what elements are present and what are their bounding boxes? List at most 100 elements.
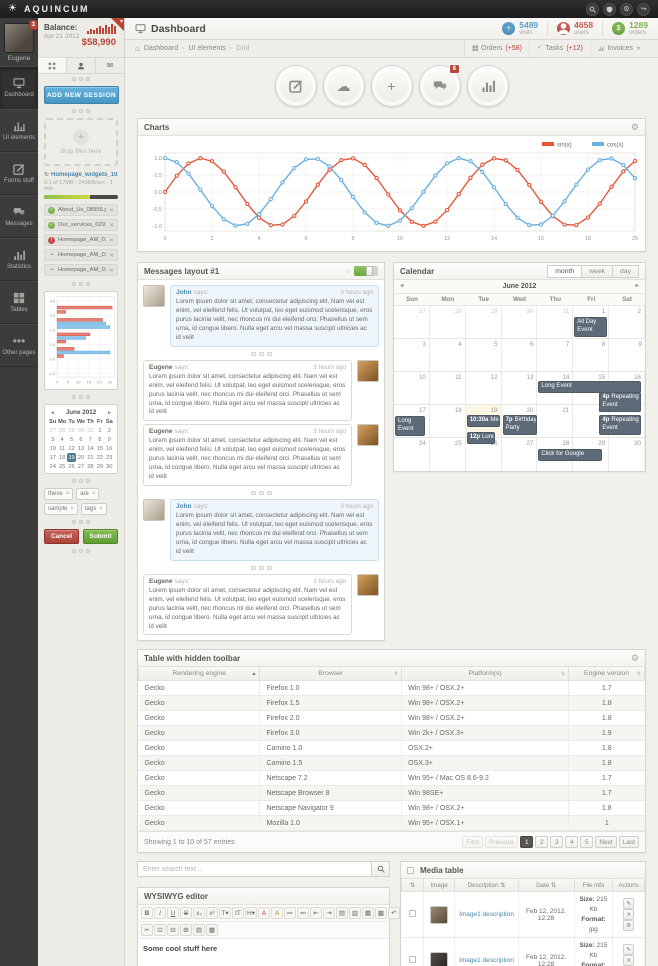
tag-pill[interactable]: are × xyxy=(76,488,100,501)
topbar-shield-button[interactable] xyxy=(603,2,616,16)
editor-paste-from-word-button[interactable]: ⊞ xyxy=(180,924,192,937)
calendar-day[interactable]: 5 xyxy=(466,339,502,371)
edit-button[interactable]: ✎ xyxy=(623,944,635,956)
datepicker-day[interactable]: 30 xyxy=(77,427,85,434)
sidebar-item-dashboard[interactable]: Dashboard xyxy=(0,66,38,109)
sidebar-item-statistics[interactable]: Statistics xyxy=(0,238,38,281)
editor-indent-button[interactable]: ⇥ xyxy=(323,907,335,920)
column-header-browser[interactable]: Browser ⇅ xyxy=(259,667,403,682)
editor-font-size-button[interactable]: T▾ xyxy=(219,907,231,920)
calendar-day[interactable]: 9 xyxy=(609,339,645,371)
table-row[interactable]: Gecko Camino 1.0 OSX.2+ 1.8 xyxy=(138,740,645,757)
editor-text-color-button[interactable]: A xyxy=(258,907,270,920)
datepicker-day[interactable]: 28 xyxy=(87,463,94,470)
media-column-header-description[interactable]: Description ⇅ xyxy=(454,879,519,893)
datepicker-day[interactable]: 20 xyxy=(77,454,85,461)
quick-cloud-button[interactable]: ☁ xyxy=(322,65,365,107)
sidebar-item-forms-stuff[interactable]: Forms stuff xyxy=(0,152,38,195)
breadcrumb-action-invoices[interactable]: Invoices ▼ xyxy=(589,40,648,57)
calendar-day[interactable]: 2 xyxy=(609,306,645,338)
editor-content[interactable]: Some cool stuff here xyxy=(138,939,389,966)
next-month-icon[interactable]: ► xyxy=(634,282,640,289)
datepicker-day[interactable]: 12 xyxy=(68,445,75,452)
datepicker-day[interactable]: 15 xyxy=(96,445,104,452)
datepicker-day[interactable]: 27 xyxy=(77,463,85,470)
description-link[interactable]: Image1 description xyxy=(459,957,514,965)
table-row[interactable]: Gecko Firefox 1.0 Win 98+ / OSX.2+ 1.7 xyxy=(138,680,645,697)
datepicker-day[interactable]: 22 xyxy=(96,454,104,461)
table-row[interactable]: Gecko Firefox 1.5 Win 98+ / OSX.2+ 1.8 xyxy=(138,695,645,712)
datepicker-day[interactable]: 25 xyxy=(58,463,66,470)
datepicker-day[interactable]: 29 xyxy=(68,427,75,434)
datepicker-day[interactable]: 16 xyxy=(106,445,113,452)
page-button-2[interactable]: 2 xyxy=(535,836,549,849)
sidebar-item-other-pages[interactable]: ••• Other pages xyxy=(0,324,38,367)
calendar-day[interactable]: 8 xyxy=(573,339,610,371)
datepicker-day[interactable]: 23 xyxy=(106,454,113,461)
datepicker-day[interactable]: 10 xyxy=(49,445,56,452)
datepicker-day[interactable]: 19 xyxy=(66,453,77,463)
panel-tab-user[interactable] xyxy=(67,58,96,73)
calendar-event[interactable]: Long Event xyxy=(395,416,425,436)
remove-file-icon[interactable]: ✕ xyxy=(108,207,114,214)
page-button-3[interactable]: 3 xyxy=(550,836,564,849)
calendar-event[interactable]: 4p Repeating Event xyxy=(599,415,642,435)
remove-file-icon[interactable]: ✕ xyxy=(108,267,114,274)
cancel-button[interactable]: Cancel xyxy=(44,529,79,545)
datepicker-day[interactable]: 5 xyxy=(69,436,74,443)
column-header-engine-version[interactable]: Engine version ⇅ xyxy=(568,667,645,682)
media-column-header-actions[interactable]: Actions xyxy=(612,879,645,893)
breadcrumb-item[interactable]: Dashboard xyxy=(143,45,179,52)
calendar-day[interactable]: 3 xyxy=(394,339,430,371)
page-button-4[interactable]: 4 xyxy=(565,836,579,849)
editor-italic-button[interactable]: I xyxy=(154,907,166,920)
editor-insert-image-button[interactable]: ▦ xyxy=(206,924,218,937)
datepicker-day[interactable]: 13 xyxy=(77,445,85,452)
tag-pill[interactable]: tags × xyxy=(80,503,107,516)
editor-justify-button[interactable]: ▩ xyxy=(375,907,387,920)
gear-icon[interactable]: ⚙ xyxy=(630,652,639,663)
calendar-day[interactable]: 18 xyxy=(430,405,466,437)
calendar-day[interactable]: 29 xyxy=(466,306,502,338)
editor-background-color-button[interactable]: A xyxy=(271,907,283,920)
remove-tag-icon[interactable]: × xyxy=(99,506,103,513)
quick-chat-button[interactable]: 8 xyxy=(418,64,461,107)
calendar-day[interactable]: 1 xyxy=(573,306,610,338)
editor-outdent-button[interactable]: ⇤ xyxy=(310,907,322,920)
calendar-day[interactable]: 12 xyxy=(466,372,502,404)
editor-underline-button[interactable]: U xyxy=(167,907,179,920)
table-row[interactable]: Gecko Camino 1.5 OSX.3+ 1.8 xyxy=(138,755,645,772)
datepicker-day[interactable]: 1 xyxy=(98,427,102,434)
gear-icon[interactable]: ⚙ xyxy=(630,121,639,132)
calendar-day[interactable]: 4 xyxy=(430,339,466,371)
datepicker-day[interactable]: 17 xyxy=(49,454,56,461)
datepicker-day[interactable]: 24 xyxy=(49,463,56,470)
panel-tab-expand[interactable] xyxy=(38,58,67,73)
editor-heading-button[interactable]: H▾ xyxy=(245,907,257,920)
row-checkbox[interactable] xyxy=(408,956,416,964)
remove-tag-icon[interactable]: × xyxy=(70,506,74,513)
delete-button[interactable]: ✕ xyxy=(623,955,635,966)
editor-print-button[interactable]: ▤ xyxy=(193,924,205,937)
row-checkbox[interactable] xyxy=(408,910,416,918)
media-column-header-date[interactable]: Date ⇅ xyxy=(517,879,575,893)
page-button-1[interactable]: 1 xyxy=(520,836,534,849)
remove-file-icon[interactable]: ✕ xyxy=(108,237,114,244)
quick-plus-button[interactable]: + xyxy=(370,65,413,107)
calendar-tab-month[interactable]: month xyxy=(547,264,583,278)
edit-button[interactable]: ✎ xyxy=(623,898,635,910)
sidebar-item-tables[interactable]: Tables xyxy=(0,281,38,324)
datepicker-day[interactable]: 28 xyxy=(58,427,66,434)
column-header-rendering-engine[interactable]: Rendering engine ▲ xyxy=(137,667,261,682)
editor-bold-button[interactable]: B xyxy=(141,907,153,920)
add-new-session-button[interactable]: ADD NEW SESSION xyxy=(44,86,119,104)
table-row[interactable]: Gecko Firefox 2.0 Win 98+ / OSX.2+ 1.8 xyxy=(138,710,645,727)
datepicker-day[interactable]: 2 xyxy=(107,427,111,434)
datepicker-day[interactable]: 8 xyxy=(98,436,102,443)
datepicker-day[interactable]: 9 xyxy=(107,436,111,443)
file-dropzone[interactable]: + drop files here xyxy=(44,118,118,166)
media-column-header--[interactable]: ⇅ xyxy=(401,879,424,893)
datepicker-day[interactable]: 6 xyxy=(79,436,83,443)
media-column-header-image[interactable]: Image xyxy=(422,879,456,893)
next-month-icon[interactable]: ► xyxy=(107,409,112,416)
